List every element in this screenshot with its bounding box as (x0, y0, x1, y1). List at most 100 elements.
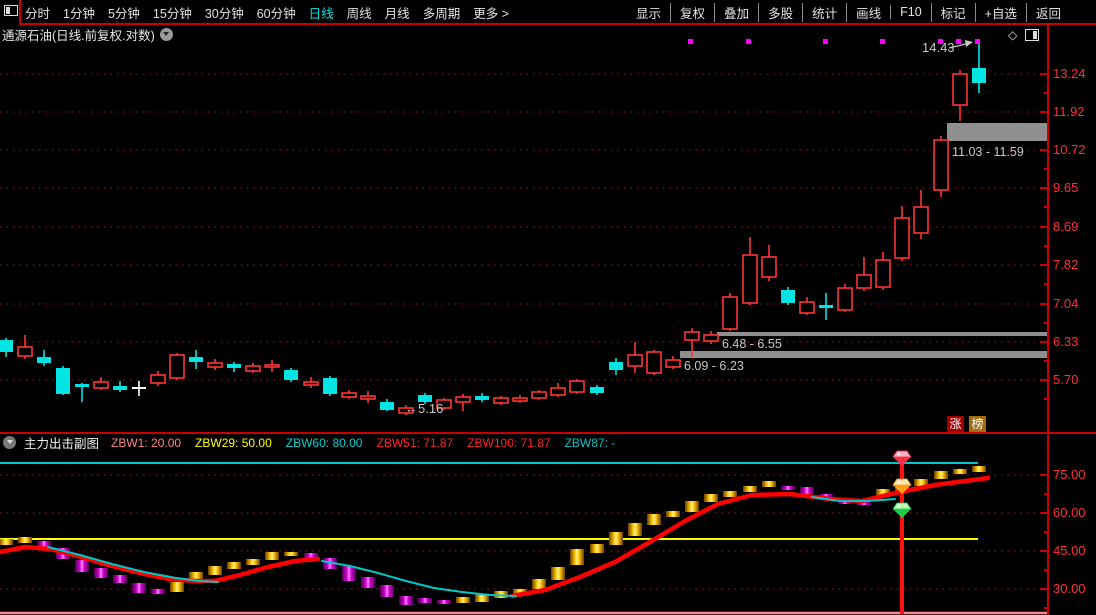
signal-dots (688, 39, 980, 44)
candle (665, 356, 681, 369)
candle (418, 393, 432, 404)
rank-badge[interactable]: 涨 (947, 416, 964, 432)
candle (207, 359, 223, 370)
panel-separator (0, 432, 1096, 434)
price-axis-label: 8.69 (1053, 219, 1078, 234)
candle (627, 342, 643, 373)
toolbar-menu: 显示 复权 叠加 多股 统计 画线 F10 标记 +自选 返回 (627, 0, 1070, 24)
period-tab[interactable]: 分时 (25, 6, 51, 21)
candle (0, 338, 13, 357)
candle (360, 391, 376, 403)
toolbar-button[interactable]: 标记 (930, 2, 975, 22)
main-gridlines: 13.24 11.92 10.72 9.65 8.69 7.82 7.04 6.33 5.70 (0, 66, 1086, 400)
annotations: 14.43 ←5.16 (405, 40, 973, 416)
annotation-label: ←5.16 (405, 401, 443, 416)
period-tab[interactable]: 30分钟 (204, 6, 244, 21)
gem-marker (892, 502, 912, 518)
candle (284, 368, 298, 382)
candle (150, 371, 166, 386)
title-bar: 通源石油(日线.前复权.对数) (2, 27, 173, 43)
candle (819, 293, 833, 320)
candle (742, 237, 758, 305)
price-axis-label: 13.24 (1053, 66, 1086, 81)
toolbar-button[interactable]: 叠加 (714, 2, 758, 22)
indicator-value: ZBW87: - (564, 435, 616, 450)
indicator-axis-label: 30.00 (1053, 581, 1086, 596)
toolbar-button[interactable]: 画线 (846, 2, 890, 22)
candle (781, 287, 795, 305)
price-axis-label: 5.70 (1053, 372, 1078, 387)
candle (380, 399, 394, 411)
indicator-cyan-line (47, 546, 219, 583)
annotation-label: 14.43 (922, 40, 955, 55)
main-chart[interactable]: 13.2411.9210.729.658.697.827.046.335.701… (0, 24, 1096, 433)
indicator-chart[interactable]: 75.00 60.00 45.00 30.00 (0, 450, 1096, 615)
indicator-axis-label: 60.00 (1053, 505, 1086, 520)
candle (93, 377, 109, 390)
collapse-indicator-icon[interactable] (3, 436, 16, 449)
menu-divider (19, 0, 21, 24)
indicator-axis-label: 75.00 (1053, 467, 1086, 482)
period-tab[interactable]: 多周期 (422, 6, 461, 21)
gem-marker (892, 450, 912, 466)
indicator-bars (0, 466, 986, 605)
candles (0, 43, 986, 415)
chevron-down-icon[interactable] (159, 27, 173, 41)
toolbar-button[interactable]: 显示 (636, 6, 662, 21)
period-tab[interactable]: 15分钟 (152, 6, 192, 21)
candle (132, 381, 146, 396)
indicator-value: ZBW60: 80.00 (285, 435, 363, 450)
split-screen-icon[interactable] (4, 5, 18, 16)
rank-badge[interactable]: 榜 (969, 416, 986, 432)
indicator-value: ZBW51: 71.87 (376, 435, 454, 450)
indicator-cyan-line (321, 560, 517, 597)
window-split-icon[interactable] (1025, 29, 1040, 41)
indicator-title: 主力出击副图 (24, 437, 100, 451)
price-axis-label: 6.33 (1053, 334, 1078, 349)
gem-marker (892, 478, 912, 494)
toolbar-button[interactable]: 统计 (802, 2, 846, 22)
candle (722, 293, 738, 331)
candle (569, 379, 585, 394)
candle (913, 190, 929, 239)
candle (703, 331, 719, 344)
candle (75, 383, 89, 402)
toolbar-button[interactable]: 返回 (1025, 2, 1070, 22)
band-label: 11.03 - 11.59 (952, 145, 1024, 159)
price-axis-label: 7.04 (1053, 296, 1078, 311)
top-menu-bar: 分时 1分钟 5分钟 15分钟 30分钟 60分钟 日线 周线 月线 多周期 更多 > 显示 复权 叠加… (0, 0, 1096, 24)
period-tab[interactable]: 60分钟 (256, 6, 296, 21)
toolbar-button[interactable]: +自选 (974, 2, 1026, 22)
candle (113, 381, 127, 392)
period-tab[interactable]: 更多 > (473, 6, 509, 21)
period-tab[interactable]: 日线 (308, 6, 334, 21)
price-axis-label: 10.72 (1053, 142, 1086, 157)
candle (684, 328, 700, 357)
candle (875, 252, 891, 290)
diamond-icon[interactable]: ◇ (1008, 28, 1018, 42)
candle (455, 394, 471, 411)
price-bands: 11.03 - 11.59 6.48 - 6.55 6.09 - 6.23 (680, 123, 1047, 373)
indicator-cyan-line (811, 496, 896, 502)
period-tab[interactable]: 1分钟 (63, 6, 95, 21)
toolbar-button[interactable]: F10 (890, 5, 931, 19)
period-tab[interactable]: 周线 (346, 6, 372, 21)
candle (590, 385, 604, 395)
candle (37, 350, 51, 366)
candle (17, 335, 33, 359)
candle (245, 363, 261, 373)
indicator-header: 主力出击副图 ZBW1: 20.00 ZBW29: 50.00 ZBW60: 80.… (0, 435, 1040, 451)
candle (894, 206, 910, 261)
toolbar-button[interactable]: 多股 (758, 2, 802, 22)
chart-corner-icons: ◇ (1008, 28, 1040, 42)
candle (475, 393, 489, 402)
indicator-axis-label: 45.00 (1053, 543, 1086, 558)
period-tabs: 分时 1分钟 5分钟 15分钟 30分钟 60分钟 日线 周线 月线 多周期 更多 > (25, 0, 522, 24)
toolbar-button[interactable]: 复权 (670, 2, 714, 22)
period-tab[interactable]: 5分钟 (107, 6, 140, 21)
candle (550, 383, 566, 397)
candle (512, 395, 528, 403)
candle (341, 390, 357, 399)
period-tab[interactable]: 月线 (384, 6, 410, 21)
